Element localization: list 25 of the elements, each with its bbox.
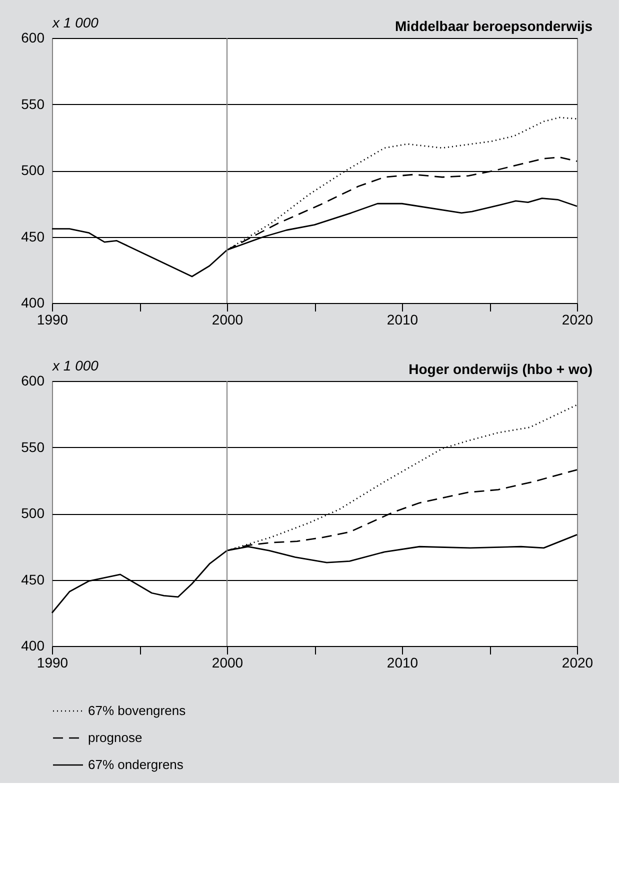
x-tick-label: 1990	[36, 654, 68, 670]
x-tick-label: 2020	[562, 312, 594, 328]
y-tick-label: 500	[21, 505, 45, 521]
legend-label: 67% ondergrens	[88, 757, 184, 772]
x-tick-label: 2020	[562, 654, 594, 670]
y-axis-title: x 1 000	[52, 358, 99, 374]
y-tick-label: 550	[21, 438, 45, 455]
y-tick-label: 400	[21, 638, 45, 654]
y-axis-title: x 1 000	[52, 14, 99, 30]
chart-title: Middelbaar beroepsonderwijs	[394, 18, 593, 34]
chart-title: Hoger onderwijs (hbo + wo)	[408, 361, 593, 377]
y-tick-label: 550	[21, 96, 45, 112]
legend-label: 67% bovengrens	[88, 703, 186, 718]
legend-label: prognose	[88, 730, 142, 745]
y-tick-label: 500	[21, 162, 45, 178]
y-tick-label: 450	[21, 228, 45, 244]
y-tick-label: 600	[21, 372, 45, 388]
x-tick-label: 2000	[212, 654, 244, 670]
x-tick-label: 2010	[386, 654, 418, 670]
x-tick-label: 2000	[212, 312, 244, 328]
y-tick-label: 400	[21, 294, 45, 310]
x-tick-label: 1990	[36, 312, 68, 328]
y-tick-label: 450	[21, 571, 45, 588]
y-tick-label: 600	[21, 30, 45, 46]
x-tick-label: 2010	[386, 312, 418, 328]
